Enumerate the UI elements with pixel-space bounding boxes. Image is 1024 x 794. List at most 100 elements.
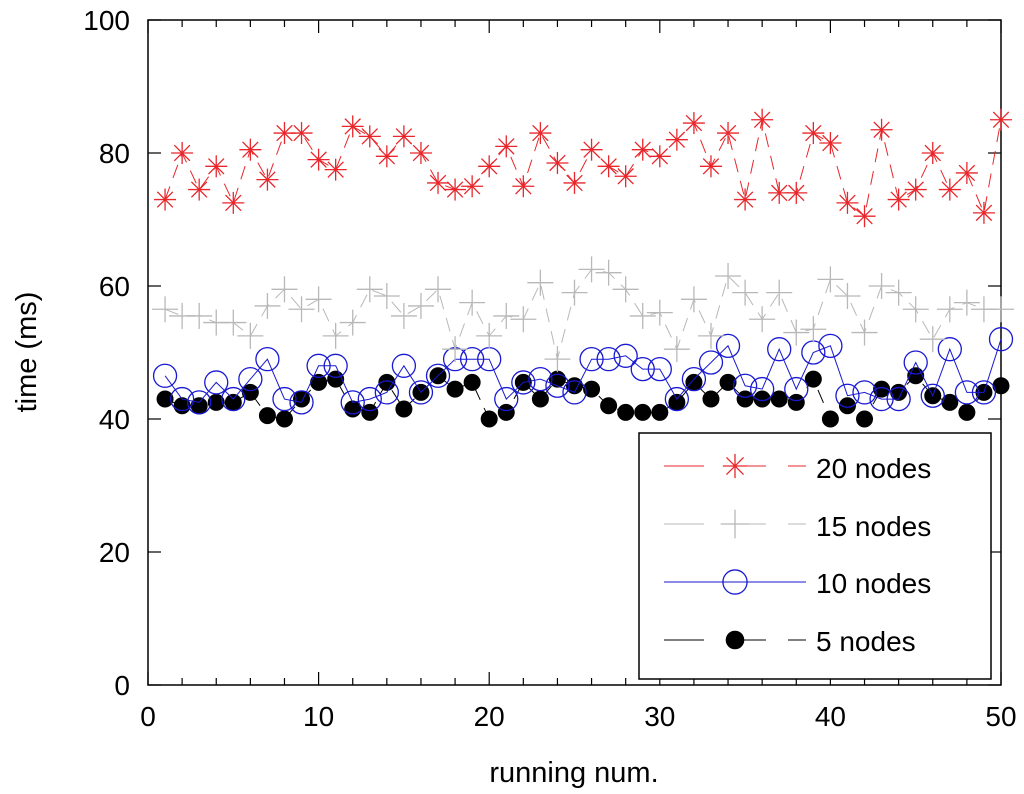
- data-point-15-nodes: [766, 279, 793, 306]
- data-point-15-nodes: [868, 273, 895, 299]
- data-point-10-nodes: [613, 343, 638, 368]
- data-point-20-nodes: [427, 171, 450, 194]
- data-point-15-nodes: [697, 322, 724, 349]
- y-tick-label: 60: [99, 271, 130, 302]
- data-point-10-nodes: [204, 370, 229, 395]
- data-point-5-nodes: [600, 397, 618, 415]
- x-axis-label: running num.: [489, 757, 658, 789]
- x-tick-label: 40: [815, 701, 846, 732]
- data-point-20-nodes: [563, 171, 586, 194]
- data-point-10-nodes: [545, 373, 570, 398]
- data-point-5-nodes: [531, 390, 549, 408]
- data-point-15-nodes: [356, 276, 383, 303]
- data-point-5-nodes: [753, 390, 771, 408]
- data-point-20-nodes: [751, 108, 774, 131]
- data-point-5-nodes: [821, 410, 839, 428]
- data-point-15-nodes: [271, 276, 298, 303]
- legend-marker-15-nodes: [720, 509, 750, 539]
- data-point-20-nodes: [307, 148, 330, 171]
- data-point-5-nodes: [463, 373, 481, 391]
- data-point-10-nodes: [528, 366, 553, 392]
- data-point-5-nodes: [787, 393, 805, 411]
- data-point-10-nodes: [988, 327, 1014, 352]
- series-line-15-nodes: [164, 268, 1001, 360]
- data-point-20-nodes: [887, 188, 910, 211]
- data-point-15-nodes: [152, 296, 179, 323]
- data-point-5-nodes: [651, 403, 669, 421]
- data-point-20-nodes: [290, 122, 313, 145]
- data-point-20-nodes: [375, 145, 398, 168]
- legend-label-5-nodes: 5 nodes: [816, 626, 916, 657]
- data-point-15-nodes: [817, 266, 844, 293]
- data-point-15-nodes: [732, 279, 759, 306]
- x-tick-label: 20: [474, 701, 505, 732]
- data-point-20-nodes: [580, 138, 603, 161]
- data-point-10-nodes: [289, 390, 314, 415]
- data-point-15-nodes: [902, 296, 929, 323]
- data-point-10-nodes: [152, 363, 178, 388]
- data-point-5-nodes: [258, 407, 276, 425]
- data-point-20-nodes: [512, 175, 535, 198]
- data-point-20-nodes: [392, 125, 415, 148]
- data-point-5-nodes: [617, 403, 635, 421]
- data-point-15-nodes: [305, 286, 332, 313]
- data-point-15-nodes: [988, 296, 1014, 323]
- data-point-5-nodes: [497, 403, 515, 421]
- data-point-10-nodes: [835, 383, 860, 408]
- data-point-10-nodes: [784, 376, 809, 402]
- data-point-10-nodes: [869, 386, 894, 412]
- data-point-10-nodes: [647, 356, 672, 382]
- data-point-10-nodes: [511, 370, 536, 395]
- y-tick-label: 0: [114, 670, 130, 701]
- data-point-5-nodes: [668, 393, 686, 411]
- data-point-15-nodes: [800, 316, 827, 343]
- legend-items: [664, 453, 806, 650]
- y-tick-label: 40: [99, 404, 130, 435]
- data-point-15-nodes: [390, 302, 417, 329]
- data-point-15-nodes: [646, 299, 673, 326]
- data-point-5-nodes: [736, 390, 754, 408]
- data-point-15-nodes: [561, 279, 588, 306]
- data-point-10-nodes: [750, 376, 775, 402]
- data-point-20-nodes: [188, 178, 211, 201]
- data-point-20-nodes: [819, 132, 842, 155]
- data-point-10-nodes: [937, 337, 962, 362]
- data-point-20-nodes: [699, 155, 722, 178]
- data-point-20-nodes: [734, 188, 757, 211]
- data-point-15-nodes: [919, 326, 946, 353]
- data-point-20-nodes: [870, 118, 893, 141]
- data-point-20-nodes: [358, 125, 381, 148]
- y-tick-label: 80: [99, 138, 130, 169]
- data-point-20-nodes: [990, 108, 1012, 131]
- x-tick-label: 50: [985, 701, 1016, 732]
- data-point-20-nodes: [341, 115, 364, 138]
- data-point-15-nodes: [936, 296, 963, 323]
- series-line-10-nodes: [164, 339, 1002, 403]
- data-point-20-nodes: [495, 135, 518, 158]
- data-point-15-nodes: [885, 279, 912, 306]
- data-point-10-nodes: [459, 346, 485, 372]
- data-point-15-nodes: [254, 292, 281, 319]
- data-point-15-nodes: [476, 322, 503, 349]
- data-point-20-nodes: [785, 181, 808, 204]
- data-point-20-nodes: [461, 175, 484, 198]
- data-point-15-nodes: [493, 302, 520, 329]
- data-point-20-nodes: [205, 155, 228, 178]
- data-point-10-nodes: [374, 380, 399, 405]
- data-point-10-nodes: [852, 380, 877, 405]
- legend-label-20-nodes: 20 nodes: [816, 453, 931, 484]
- data-point-20-nodes: [256, 168, 279, 191]
- data-point-10-nodes: [187, 390, 212, 415]
- data-point-5-nodes: [958, 403, 976, 421]
- data-point-10-nodes: [238, 366, 263, 392]
- data-point-20-nodes: [955, 161, 978, 184]
- legend: 20 nodes 15 nodes 10 nodes 5 nodes: [638, 432, 992, 680]
- data-point-15-nodes: [459, 289, 486, 316]
- data-point-10-nodes: [767, 337, 792, 362]
- data-point-5-nodes: [907, 367, 925, 385]
- data-point-15-nodes: [220, 309, 247, 336]
- data-point-20-nodes: [717, 122, 740, 145]
- y-tick-label: 100: [83, 5, 130, 36]
- data-point-10-nodes: [562, 380, 587, 405]
